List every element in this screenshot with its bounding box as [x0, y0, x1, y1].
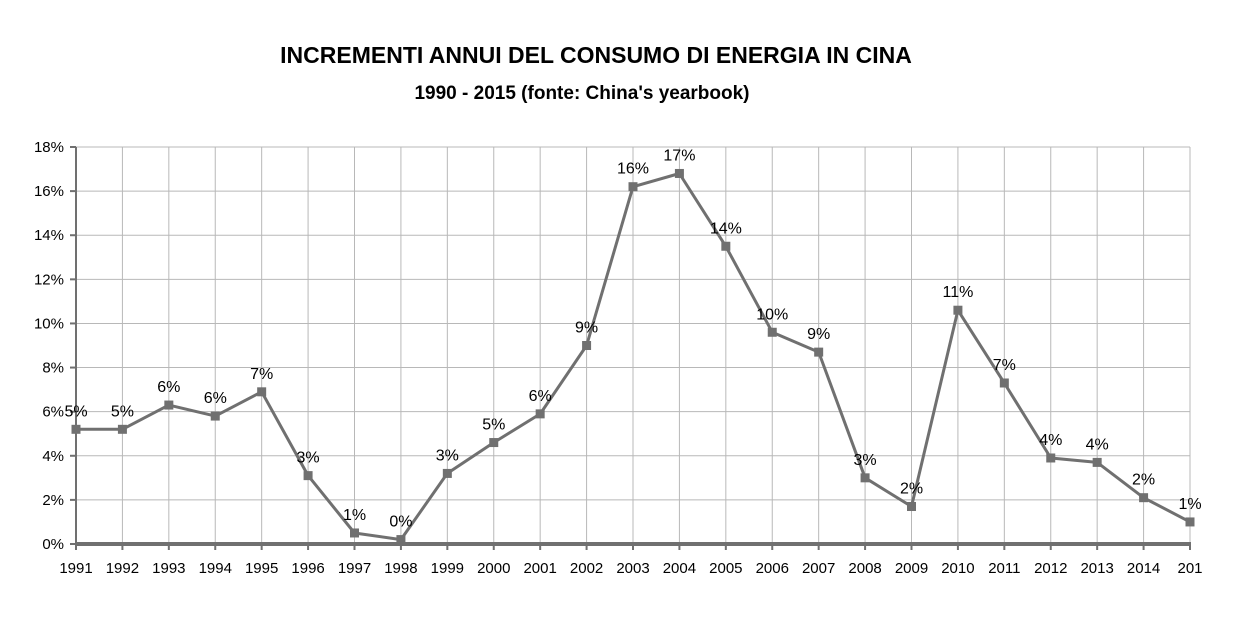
data-label: 2% [900, 481, 923, 498]
x-tick-label: 1993 [152, 560, 185, 577]
data-label: 4% [1086, 436, 1109, 453]
chart-title: INCREMENTI ANNUI DEL CONSUMO DI ENERGIA … [280, 42, 912, 68]
data-label: 6% [529, 388, 552, 405]
x-tick-label: 1992 [106, 560, 139, 577]
y-tick-label: 6% [42, 404, 64, 421]
data-label: 7% [993, 357, 1016, 374]
data-label: 3% [297, 450, 320, 467]
data-point [257, 387, 267, 397]
data-label: 9% [807, 326, 830, 343]
x-tick-label: 1991 [59, 560, 92, 577]
data-point [907, 502, 916, 512]
x-tick-label: 1997 [338, 560, 371, 577]
x-tick-label: 1996 [291, 560, 324, 577]
x-tick-label: 2005 [709, 560, 742, 577]
data-point [628, 182, 638, 192]
data-label: 1% [1178, 496, 1201, 513]
y-tick-label: 10% [34, 315, 64, 332]
data-point [210, 411, 220, 421]
data-point [396, 535, 406, 545]
x-tick-label: 2009 [895, 560, 928, 577]
data-label: 5% [482, 417, 505, 434]
y-tick-label: 14% [34, 227, 64, 244]
y-tick-labels: 0% 2% 4% 6% 8% 10% 12% 14% 16% 18% [34, 139, 64, 553]
data-labels: 5% 5% 6% 6% 7% 3% 1% 0% 3% 5% 6% 9% 16% 17% 14% 10% 9% 3%… [64, 147, 1201, 530]
y-tick-label: 12% [34, 271, 64, 288]
y-tick-label: 18% [34, 139, 64, 156]
data-label: 9% [575, 320, 598, 337]
x-tick-label: 1995 [245, 560, 278, 577]
data-point [489, 438, 499, 448]
data-point [164, 400, 174, 410]
data-label: 17% [663, 147, 695, 164]
x-tick-label: 201 [1177, 560, 1202, 577]
x-tick-label: 1998 [384, 560, 417, 577]
data-label: 0% [389, 514, 412, 531]
x-tick-label: 2002 [570, 560, 603, 577]
data-point [860, 473, 870, 483]
data-point [999, 378, 1009, 388]
data-label: 5% [64, 403, 87, 420]
data-point [1046, 453, 1056, 463]
x-tick-label: 2010 [941, 560, 974, 577]
data-point [350, 528, 359, 538]
data-label: 6% [204, 390, 227, 407]
data-label: 5% [111, 403, 134, 420]
data-point [117, 424, 127, 434]
x-tick-label: 2003 [616, 560, 649, 577]
data-label: 2% [1132, 472, 1155, 489]
y-tick-label: 2% [42, 492, 64, 509]
data-point [1185, 517, 1195, 527]
data-point [535, 409, 545, 419]
data-label: 11% [942, 284, 973, 301]
data-point [721, 241, 731, 251]
data-point [814, 347, 824, 357]
x-tick-label: 2011 [988, 560, 1020, 577]
data-point [1139, 493, 1149, 503]
data-label: 10% [756, 306, 788, 323]
data-point [582, 341, 592, 350]
data-point [1092, 457, 1102, 467]
chart-subtitle: 1990 - 2015 (fonte: China's yearbook) [414, 83, 750, 104]
data-label: 6% [157, 379, 180, 396]
data-point [674, 168, 684, 178]
x-tick-label: 2006 [756, 560, 789, 577]
x-tick-labels: 1991 1992 1993 1994 1995 1996 1997 1998 1999 2000… [59, 560, 1202, 577]
x-tick-label: 2004 [663, 560, 696, 577]
data-label: 3% [436, 447, 459, 464]
y-tick-label: 8% [42, 360, 64, 377]
data-point [71, 424, 81, 434]
x-tick-label: 2012 [1034, 560, 1067, 577]
x-tick-label: 2001 [523, 560, 556, 577]
data-label: 1% [343, 507, 366, 524]
x-tick-label: 2014 [1127, 560, 1160, 577]
x-tick-label: 2013 [1080, 560, 1113, 577]
data-label: 7% [250, 366, 273, 383]
x-tick-label: 1994 [199, 560, 232, 577]
x-tick-label: 2008 [848, 560, 881, 577]
y-tick-label: 0% [42, 536, 64, 553]
x-tick-label: 1999 [431, 560, 464, 577]
axes [70, 146, 1191, 550]
data-label: 16% [617, 161, 649, 178]
x-tick-label: 2007 [802, 560, 835, 577]
series-markers [71, 168, 1195, 545]
data-label: 3% [854, 452, 877, 469]
grid-lines [75, 146, 1191, 545]
data-point [767, 327, 777, 337]
y-tick-label: 16% [34, 183, 64, 200]
data-point [442, 468, 452, 478]
data-point [303, 471, 313, 481]
y-tick-label: 4% [42, 448, 64, 465]
x-tick-label: 2000 [477, 560, 510, 577]
data-label: 14% [710, 220, 742, 237]
data-label: 4% [1039, 432, 1062, 449]
data-point [953, 305, 963, 315]
